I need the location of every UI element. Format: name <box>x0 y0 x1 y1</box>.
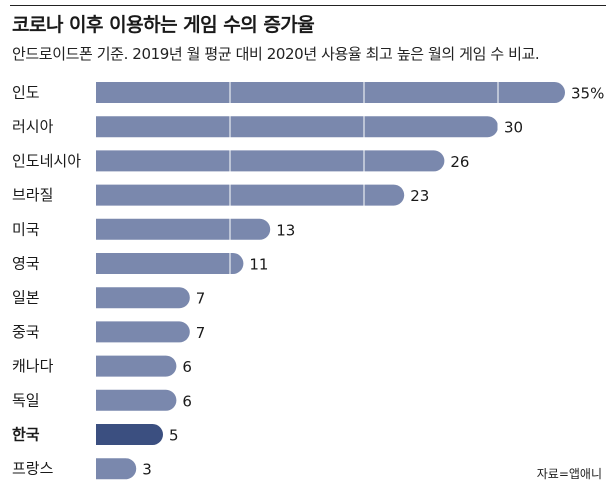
labels-layer: 인도 35% 러시아 30 인도네시아 26 브라질 23 미국 13 영국 11 일본 7 중국 7 캐나다 6… <box>12 84 604 479</box>
category-label-7: 중국 <box>12 323 40 341</box>
value-label-11: 3 <box>142 461 152 479</box>
bar-6 <box>96 287 190 309</box>
bar-5 <box>96 253 244 274</box>
value-label-3: 23 <box>410 187 429 205</box>
bar-7 <box>96 321 190 343</box>
value-label-4: 13 <box>276 221 295 239</box>
bar-10 <box>96 424 163 445</box>
value-label-1: 30 <box>504 119 523 137</box>
category-label-0: 인도 <box>12 84 40 102</box>
category-label-10: 한국 <box>12 426 40 444</box>
category-label-2: 인도네시아 <box>12 152 81 170</box>
value-label-10: 5 <box>169 427 179 445</box>
bar-2 <box>96 150 445 172</box>
category-label-1: 러시아 <box>12 118 54 136</box>
bar-11 <box>96 458 137 480</box>
value-label-8: 6 <box>182 358 192 376</box>
bar-3 <box>96 184 405 206</box>
chart-title: 코로나 이후 이용하는 게임 수의 증가율 <box>12 14 315 36</box>
bar-8 <box>96 355 177 377</box>
value-label-0: 35% <box>571 85 604 103</box>
value-label-6: 7 <box>196 290 206 308</box>
category-label-9: 독일 <box>12 391 40 409</box>
chart-subtitle: 안드로이드폰 기준. 2019년 월 평균 대비 2020년 사용율 최고 높은… <box>12 45 540 63</box>
value-label-7: 7 <box>196 324 206 342</box>
bar-1 <box>96 116 499 138</box>
category-label-8: 캐나다 <box>12 357 54 375</box>
category-label-11: 프랑스 <box>12 460 54 478</box>
bar-0 <box>96 82 565 103</box>
category-label-3: 브라질 <box>12 186 53 204</box>
category-label-4: 미국 <box>12 220 40 238</box>
value-label-5: 11 <box>249 256 268 274</box>
gridlines-layer <box>229 82 499 480</box>
bar-9 <box>96 389 177 411</box>
category-label-5: 영국 <box>12 255 40 273</box>
top-rule <box>10 5 606 6</box>
value-label-2: 26 <box>450 153 469 171</box>
bar-4 <box>96 218 271 240</box>
source-note: 자료=앱애니 <box>536 467 602 481</box>
bars-layer <box>96 82 565 480</box>
category-label-6: 일본 <box>12 289 40 307</box>
value-label-9: 6 <box>182 392 192 410</box>
